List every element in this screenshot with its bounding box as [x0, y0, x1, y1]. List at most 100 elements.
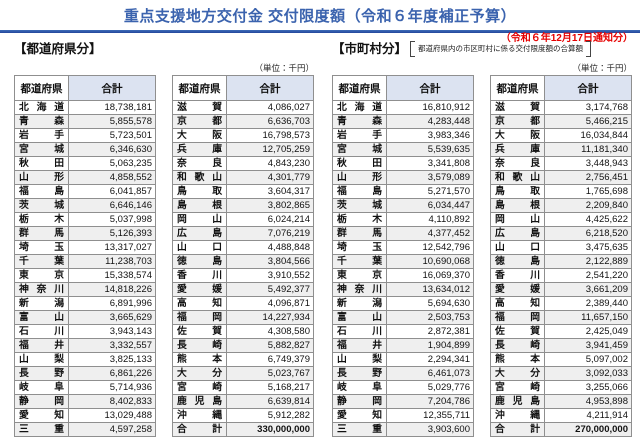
- table-row: 高知 4,096,871: [172, 296, 314, 311]
- amount-value-cell: 3,804,566: [226, 254, 314, 269]
- table-row: 和歌山 4,301,779: [172, 170, 314, 185]
- unit-label: （単位：千円）: [254, 63, 314, 73]
- amount-value-cell: 4,211,914: [544, 408, 632, 423]
- prefecture-name-cell: 大分: [172, 366, 227, 381]
- amount-value-cell: 3,579,089: [386, 170, 474, 185]
- prefecture-name-cell: 富山: [14, 310, 69, 325]
- section-note: 都道府県内の市区町村に係る交付限度額の合算額: [410, 41, 592, 57]
- amount-value-cell: 18,738,181: [68, 100, 156, 115]
- prefecture-name-cell: 徳島: [172, 254, 227, 269]
- prefecture-name-cell: 滋賀: [172, 100, 227, 115]
- prefecture-header-cell: 都道府県: [14, 75, 69, 101]
- prefecture-name-cell: 愛媛: [490, 282, 545, 297]
- table-row: 三重 4,597,258: [14, 422, 156, 437]
- table-row: 青森 4,283,448: [332, 114, 474, 129]
- prefecture-name-cell: 北海道: [14, 100, 69, 115]
- table-row: 茨城 6,646,146: [14, 198, 156, 213]
- table-row: 島根 3,802,865: [172, 198, 314, 213]
- prefecture-name-cell: 高知: [490, 296, 545, 311]
- amount-value-cell: 3,802,865: [226, 198, 314, 213]
- amount-value-cell: 5,037,998: [68, 212, 156, 227]
- prefecture-table-1: 都道府県 合計 北海道 18,738,181 青森 5,855,578 岩手 5,723,…: [14, 75, 156, 437]
- amount-value-cell: 14,227,934: [226, 310, 314, 325]
- amount-value-cell: 2,756,451: [544, 170, 632, 185]
- prefecture-name-cell: 青森: [332, 114, 387, 129]
- amount-value-cell: 6,218,520: [544, 226, 632, 241]
- table-row: 新潟 6,891,996: [14, 296, 156, 311]
- table-row: 香川 2,541,220: [490, 268, 632, 283]
- title-underline: [0, 30, 640, 33]
- table-row: 富山 2,503,753: [332, 310, 474, 325]
- table-row: 宮崎 3,255,066: [490, 380, 632, 395]
- section-prefectures-title: 【都道府県分】: [14, 42, 102, 56]
- table-row: 岡山 4,425,622: [490, 212, 632, 227]
- amount-value-cell: 6,639,814: [226, 394, 314, 409]
- prefecture-name-cell: 北海道: [332, 100, 387, 115]
- amount-value-cell: 2,122,889: [544, 254, 632, 269]
- table-row: 岐阜 5,714,936: [14, 380, 156, 395]
- amount-value-cell: 6,861,226: [68, 366, 156, 381]
- grand-total-label: 合計: [172, 422, 227, 437]
- prefecture-name-cell: 山梨: [14, 352, 69, 367]
- table-row: 石川 2,872,381: [332, 324, 474, 339]
- prefecture-name-cell: 山口: [172, 240, 227, 255]
- prefecture-name-cell: 島根: [490, 198, 545, 213]
- table-header-row: 都道府県 合計: [332, 75, 474, 101]
- prefecture-name-cell: 京都: [490, 114, 545, 129]
- table-row: 山形 4,858,552: [14, 170, 156, 185]
- prefecture-name-cell: 福岡: [172, 310, 227, 325]
- prefecture-table-2: 都道府県 合計 滋賀 4,086,027 京都 6,636,703 大阪 16,798,5…: [172, 75, 314, 437]
- table-row: 鳥取 1,765,698: [490, 184, 632, 199]
- amount-value-cell: 2,209,840: [544, 198, 632, 213]
- prefecture-name-cell: 群馬: [14, 226, 69, 241]
- prefecture-name-cell: 長崎: [172, 338, 227, 353]
- prefecture-name-cell: 鹿児島: [172, 394, 227, 409]
- table-row: 長野 6,461,073: [332, 366, 474, 381]
- prefecture-name-cell: 秋田: [14, 156, 69, 171]
- section-municipalities-tables: 都道府県 合計 北海道 16,810,912 青森 4,283,448 岩手 3,983,…: [332, 75, 632, 437]
- prefecture-name-cell: 岐阜: [332, 380, 387, 395]
- prefecture-name-cell: 福井: [332, 338, 387, 353]
- section-municipalities-header: 【市町村分】 都道府県内の市区町村に係る交付限度額の合算額: [332, 41, 632, 62]
- notice-date: （令和６年12月17日通知分）: [500, 33, 633, 44]
- amount-value-cell: 4,308,580: [226, 324, 314, 339]
- prefecture-name-cell: 三重: [14, 422, 69, 437]
- table-row: 鳥取 3,604,317: [172, 184, 314, 199]
- prefecture-name-cell: 山形: [14, 170, 69, 185]
- prefecture-name-cell: 熊本: [172, 352, 227, 367]
- table-row: 長崎 5,882,827: [172, 338, 314, 353]
- section-note-text: 都道府県内の市区町村に係る交付限度額の合算額: [418, 44, 584, 53]
- prefecture-name-cell: 大分: [490, 366, 545, 381]
- table-row: 山口 3,475,635: [490, 240, 632, 255]
- prefecture-name-cell: 鹿児島: [490, 394, 545, 409]
- left-bracket-icon: [410, 41, 416, 57]
- prefecture-name-cell: 愛媛: [172, 282, 227, 297]
- prefecture-name-cell: 兵庫: [490, 142, 545, 157]
- prefecture-name-cell: 東京: [332, 268, 387, 283]
- prefecture-name-cell: 鳥取: [172, 184, 227, 199]
- amount-value-cell: 15,338,574: [68, 268, 156, 283]
- table-row: 新潟 5,694,630: [332, 296, 474, 311]
- prefecture-name-cell: 宮城: [332, 142, 387, 157]
- table-row: 広島 7,076,219: [172, 226, 314, 241]
- amount-value-cell: 4,843,230: [226, 156, 314, 171]
- table-row: 福島 6,041,857: [14, 184, 156, 199]
- table-row: 静岡 7,204,786: [332, 394, 474, 409]
- amount-value-cell: 5,023,767: [226, 366, 314, 381]
- prefecture-name-cell: 熊本: [490, 352, 545, 367]
- amount-value-cell: 13,317,027: [68, 240, 156, 255]
- table-row: 山梨 2,294,341: [332, 352, 474, 367]
- prefecture-name-cell: 大阪: [490, 128, 545, 143]
- prefecture-name-cell: 長野: [332, 366, 387, 381]
- prefecture-name-cell: 奈良: [490, 156, 545, 171]
- table-row: 北海道 18,738,181: [14, 100, 156, 115]
- prefecture-name-cell: 岐阜: [14, 380, 69, 395]
- table-row: 京都 6,636,703: [172, 114, 314, 129]
- table-row: 鹿児島 6,639,814: [172, 394, 314, 409]
- prefecture-name-cell: 静岡: [332, 394, 387, 409]
- table-row: 広島 6,218,520: [490, 226, 632, 241]
- table-row: 愛媛 5,492,377: [172, 282, 314, 297]
- prefecture-name-cell: 高知: [172, 296, 227, 311]
- table-row: 秋田 5,063,235: [14, 156, 156, 171]
- table-row: 山梨 3,825,133: [14, 352, 156, 367]
